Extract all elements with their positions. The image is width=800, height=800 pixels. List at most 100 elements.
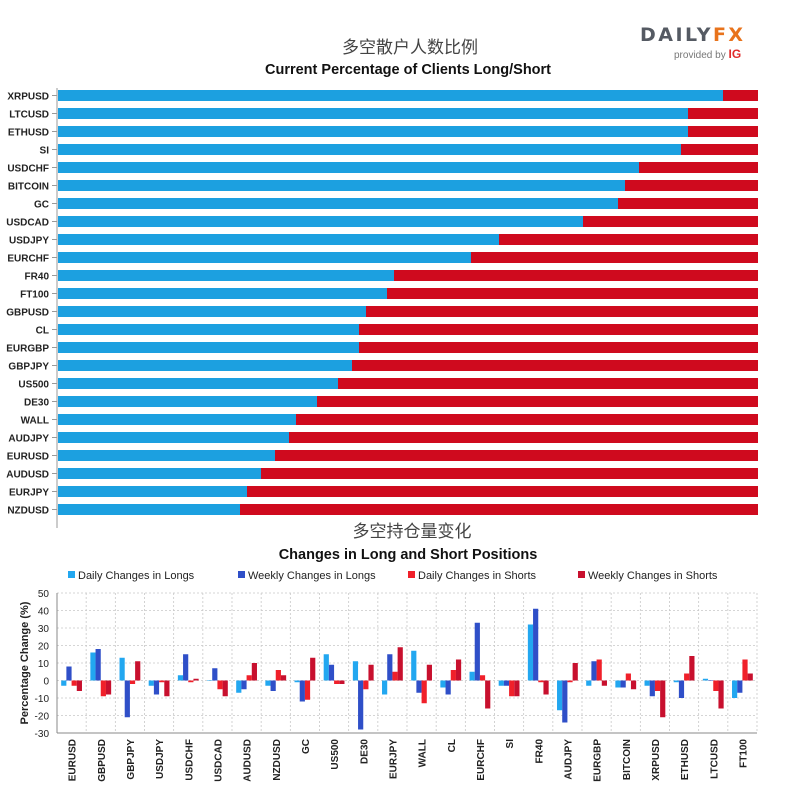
category-label-eurchf: EURCHF bbox=[7, 254, 49, 265]
bar-gbpjpy-series-2 bbox=[124, 680, 130, 718]
category-label-usdjpy: USDJPY bbox=[9, 236, 49, 247]
category-label-de30: DE30 bbox=[24, 398, 49, 409]
y-tick-label: 50 bbox=[38, 589, 50, 600]
long-bar-eurchf bbox=[58, 252, 471, 263]
short-bar-eurgbp bbox=[359, 342, 758, 353]
short-bar-de30 bbox=[317, 396, 758, 407]
logo-provided-by: provided by IG bbox=[674, 47, 742, 61]
bar-ltcusd-series-1 bbox=[702, 678, 709, 681]
category-label-fr40: FR40 bbox=[25, 272, 50, 283]
long-bar-usdcad bbox=[58, 216, 583, 227]
y-tick-label: -10 bbox=[35, 694, 50, 705]
bar-eurusd-series-3 bbox=[71, 680, 77, 686]
long-bar-ethusd bbox=[58, 126, 688, 137]
bar-eurgbp-series-1 bbox=[586, 680, 592, 686]
bar-eurchf-series-4 bbox=[485, 680, 491, 709]
dailyfx-logo: DAILYFX provided by IG bbox=[640, 24, 750, 64]
short-bar-si bbox=[681, 144, 758, 155]
bar-ethusd-series-1 bbox=[673, 680, 679, 683]
bar-gbpjpy-series-4 bbox=[135, 661, 141, 681]
bar-bitcoin-series-3 bbox=[625, 673, 631, 681]
bar-ft100-series-1 bbox=[732, 680, 738, 698]
x-label-ltcusd: LTCUSD bbox=[709, 739, 720, 779]
bar-gbpjpy-series-3 bbox=[129, 680, 136, 684]
bar-eurchf-series-1 bbox=[469, 671, 475, 681]
bar-bitcoin-series-4 bbox=[630, 680, 637, 690]
long-bar-fr40 bbox=[58, 270, 394, 281]
bar-fr40-series-3 bbox=[538, 680, 544, 683]
chart2-bars bbox=[61, 608, 753, 730]
long-bar-cl bbox=[58, 324, 359, 335]
long-bar-gbpusd bbox=[58, 306, 366, 317]
bar-xrpusd-series-1 bbox=[644, 680, 650, 686]
bar-us500-series-1 bbox=[323, 654, 329, 681]
short-bar-cl bbox=[359, 324, 758, 335]
long-bar-audusd bbox=[58, 468, 261, 479]
x-label-eurjpy: EURJPY bbox=[388, 739, 399, 779]
bar-usdchf-series-2 bbox=[183, 654, 189, 681]
category-label-audusd: AUDUSD bbox=[6, 470, 49, 481]
logo-wordmark: DAILYFX bbox=[640, 24, 746, 46]
x-label-audusd: AUDUSD bbox=[243, 739, 254, 782]
bar-nzdusd-series-2 bbox=[270, 680, 276, 691]
bar-us500-series-2 bbox=[328, 664, 335, 681]
bar-bitcoin-series-2 bbox=[620, 680, 626, 688]
bar-nzdusd-series-1 bbox=[265, 680, 271, 686]
category-label-ethusd: ETHUSD bbox=[8, 128, 49, 139]
bar-us500-series-4 bbox=[339, 680, 345, 684]
bar-gbpusd-series-4 bbox=[105, 680, 112, 695]
short-bar-ltcusd bbox=[688, 108, 758, 119]
short-bar-audusd bbox=[261, 468, 758, 479]
x-label-nzdusd: NZDUSD bbox=[272, 739, 283, 781]
y-tick-label: 30 bbox=[38, 624, 50, 635]
long-bar-bitcoin bbox=[58, 180, 625, 191]
x-label-ethusd: ETHUSD bbox=[680, 739, 691, 780]
bar-ft100-series-2 bbox=[737, 680, 743, 693]
short-bar-ft100 bbox=[387, 288, 758, 299]
category-label-eurjpy: EURJPY bbox=[9, 488, 49, 499]
bar-ltcusd-series-4 bbox=[718, 680, 724, 709]
x-label-usdjpy: USDJPY bbox=[155, 739, 166, 779]
short-bar-eurjpy bbox=[247, 486, 758, 497]
bar-usdjpy-series-2 bbox=[153, 680, 160, 695]
legend-label-2: Weekly Changes in Longs bbox=[248, 570, 376, 582]
category-label-xrpusd: XRPUSD bbox=[7, 92, 49, 103]
short-bar-fr40 bbox=[394, 270, 758, 281]
bar-eurjpy-series-2 bbox=[387, 654, 393, 681]
category-label-usdchf: USDCHF bbox=[7, 164, 49, 175]
bar-audjpy-series-1 bbox=[557, 680, 563, 711]
bar-usdcad-series-1 bbox=[207, 680, 213, 681]
category-label-eurusd: EURUSD bbox=[7, 452, 49, 463]
x-label-fr40: FR40 bbox=[534, 739, 545, 764]
x-label-us500: US500 bbox=[330, 739, 341, 770]
long-bar-eurjpy bbox=[58, 486, 247, 497]
bar-audusd-series-1 bbox=[236, 680, 242, 693]
short-bar-gc bbox=[618, 198, 758, 209]
bar-cl-series-1 bbox=[440, 680, 446, 688]
bar-eurgbp-series-3 bbox=[596, 659, 602, 681]
legend-label-4: Weekly Changes in Shorts bbox=[588, 570, 718, 582]
chart1-title: Current Percentage of Clients Long/Short bbox=[265, 62, 551, 78]
x-label-si: SI bbox=[505, 739, 516, 749]
bar-si-series-2 bbox=[503, 680, 510, 686]
chart2-y-ticks: 50 40 30 20 10 0 -10 -20 -30 bbox=[35, 589, 50, 740]
bar-si-series-3 bbox=[509, 680, 515, 697]
bar-cl-series-4 bbox=[455, 659, 462, 681]
bar-nzdusd-series-3 bbox=[275, 670, 281, 681]
x-label-xrpusd: XRPUSD bbox=[651, 739, 662, 781]
category-label-eurgbp: EURGBP bbox=[6, 344, 49, 355]
long-bar-ft100 bbox=[58, 288, 387, 299]
long-bar-eurusd bbox=[58, 450, 275, 461]
bar-xrpusd-series-3 bbox=[654, 680, 661, 691]
bar-de30-series-3 bbox=[363, 680, 369, 690]
long-bar-ltcusd bbox=[58, 108, 688, 119]
y-tick-label: -30 bbox=[35, 729, 50, 740]
long-bar-usdchf bbox=[58, 162, 639, 173]
legend-label-3: Daily Changes in Shorts bbox=[418, 570, 537, 582]
category-label-audjpy: AUDJPY bbox=[8, 434, 49, 445]
bar-si-series-1 bbox=[498, 680, 504, 686]
bar-bitcoin-series-1 bbox=[615, 680, 621, 688]
x-label-ft100: FT100 bbox=[738, 739, 749, 768]
category-label-gbpusd: GBPUSD bbox=[6, 308, 49, 319]
bar-fr40-series-2 bbox=[533, 608, 539, 681]
